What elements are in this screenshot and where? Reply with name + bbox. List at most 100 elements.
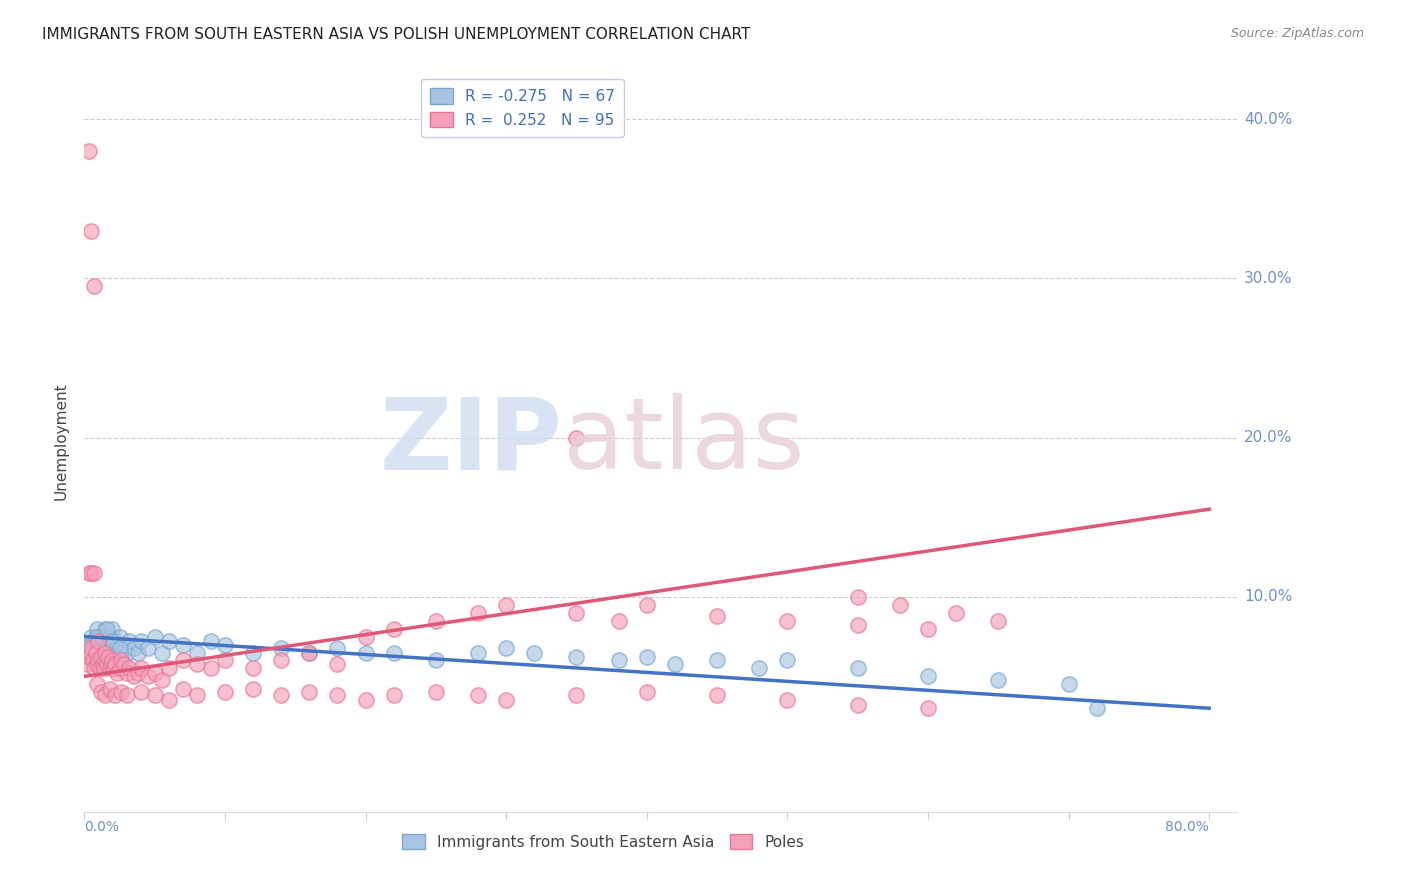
- Point: [83, 279, 105, 293]
- Point: [101, 653, 124, 667]
- Point: [104, 634, 127, 648]
- Point: [86, 622, 108, 636]
- Point: [298, 646, 321, 660]
- Point: [143, 666, 166, 681]
- Point: [118, 634, 141, 648]
- Point: [91, 630, 114, 644]
- Point: [98, 661, 121, 675]
- Point: [80, 223, 103, 237]
- Point: [1085, 701, 1108, 715]
- Point: [636, 650, 658, 665]
- Point: [80, 640, 103, 655]
- Point: [776, 693, 799, 707]
- Point: [326, 657, 349, 671]
- Point: [917, 701, 939, 715]
- Point: [157, 661, 180, 675]
- Text: Source: ZipAtlas.com: Source: ZipAtlas.com: [1230, 27, 1364, 40]
- Point: [86, 677, 108, 691]
- Point: [90, 650, 112, 665]
- Point: [706, 608, 728, 623]
- Point: [82, 640, 104, 655]
- Point: [83, 661, 105, 675]
- Legend: Immigrants from South Eastern Asia, Poles: Immigrants from South Eastern Asia, Pole…: [395, 828, 811, 856]
- Point: [150, 646, 173, 660]
- Point: [143, 630, 166, 644]
- Text: IMMIGRANTS FROM SOUTH EASTERN ASIA VS POLISH UNEMPLOYMENT CORRELATION CHART: IMMIGRANTS FROM SOUTH EASTERN ASIA VS PO…: [42, 27, 751, 42]
- Point: [100, 657, 122, 671]
- Point: [76, 657, 98, 671]
- Point: [607, 653, 630, 667]
- Point: [94, 646, 117, 660]
- Point: [523, 646, 546, 660]
- Point: [776, 653, 799, 667]
- Point: [706, 653, 728, 667]
- Point: [115, 666, 138, 681]
- Point: [326, 640, 349, 655]
- Point: [186, 646, 208, 660]
- Point: [326, 689, 349, 703]
- Point: [83, 634, 105, 648]
- Point: [108, 630, 131, 644]
- Point: [242, 646, 264, 660]
- Point: [495, 693, 517, 707]
- Point: [270, 653, 292, 667]
- Point: [79, 638, 101, 652]
- Point: [96, 646, 118, 660]
- Point: [94, 634, 117, 648]
- Text: 40.0%: 40.0%: [1244, 112, 1292, 127]
- Point: [298, 646, 321, 660]
- Point: [101, 646, 124, 660]
- Point: [846, 661, 869, 675]
- Point: [87, 653, 110, 667]
- Point: [118, 661, 141, 675]
- Y-axis label: Unemployment: Unemployment: [53, 383, 69, 500]
- Point: [87, 634, 110, 648]
- Point: [83, 566, 105, 580]
- Point: [1057, 677, 1080, 691]
- Point: [425, 685, 447, 699]
- Point: [98, 682, 121, 697]
- Point: [889, 598, 911, 612]
- Point: [425, 653, 447, 667]
- Point: [104, 657, 127, 671]
- Point: [93, 661, 115, 675]
- Point: [136, 640, 159, 655]
- Point: [103, 661, 125, 675]
- Point: [110, 685, 132, 699]
- Point: [242, 661, 264, 675]
- Point: [79, 638, 101, 652]
- Point: [467, 689, 489, 703]
- Point: [382, 646, 405, 660]
- Point: [105, 666, 128, 681]
- Point: [87, 638, 110, 652]
- Text: atlas: atlas: [562, 393, 804, 490]
- Point: [565, 650, 588, 665]
- Text: 30.0%: 30.0%: [1244, 271, 1292, 285]
- Point: [917, 669, 939, 683]
- Point: [565, 606, 588, 620]
- Point: [101, 622, 124, 636]
- Point: [129, 634, 152, 648]
- Point: [157, 693, 180, 707]
- Point: [172, 682, 194, 697]
- Text: ZIP: ZIP: [380, 393, 562, 490]
- Point: [186, 657, 208, 671]
- Point: [270, 640, 292, 655]
- Point: [186, 689, 208, 703]
- Point: [495, 640, 517, 655]
- Point: [467, 606, 489, 620]
- Point: [84, 646, 107, 660]
- Point: [129, 685, 152, 699]
- Point: [101, 634, 124, 648]
- Point: [636, 685, 658, 699]
- Point: [115, 646, 138, 660]
- Point: [94, 689, 117, 703]
- Point: [122, 640, 145, 655]
- Point: [112, 638, 135, 652]
- Point: [382, 622, 405, 636]
- Point: [84, 630, 107, 644]
- Point: [108, 640, 131, 655]
- Point: [86, 657, 108, 671]
- Point: [90, 646, 112, 660]
- Point: [157, 634, 180, 648]
